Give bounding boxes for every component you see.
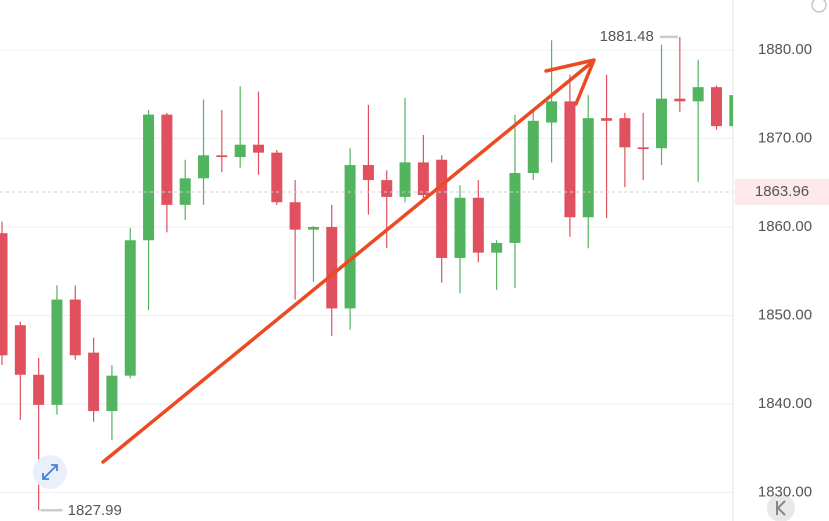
- y-tick-label: 1840.00: [758, 395, 812, 412]
- max-marker-label: 1881.48: [600, 28, 654, 45]
- candles: [0, 36, 733, 511]
- candle-body: [198, 155, 210, 179]
- candle-body: [656, 98, 668, 149]
- arrow-head: [544, 58, 596, 106]
- expand-icon: [42, 464, 58, 480]
- candle-body: [216, 155, 228, 158]
- candle-body: [234, 144, 246, 158]
- overlay: 1863.96 1881.48 1827.99: [0, 28, 829, 519]
- kline-button-bg: [767, 494, 795, 521]
- candle-body: [33, 374, 45, 405]
- kline-button[interactable]: [767, 494, 795, 521]
- candle-body: [472, 197, 484, 253]
- candle-body: [582, 118, 594, 218]
- y-tick-label: 1830.00: [758, 483, 812, 500]
- settings-icon: [811, 0, 827, 13]
- candle-body: [51, 299, 63, 405]
- candle-body: [252, 144, 264, 153]
- candle-body: [307, 226, 319, 230]
- y-tick-label: 1850.00: [758, 306, 812, 323]
- candle-body: [88, 352, 100, 412]
- candle-body: [399, 162, 411, 197]
- candle-body: [271, 152, 283, 203]
- candle-body: [491, 242, 503, 253]
- candle-body: [106, 375, 118, 412]
- min-marker-label: 1827.99: [68, 502, 122, 519]
- candle-body: [436, 159, 448, 258]
- candle-body: [509, 173, 521, 243]
- candle-body: [637, 147, 649, 150]
- trend-arrow: [101, 58, 596, 464]
- candle-body: [289, 202, 301, 230]
- candle-body: [69, 299, 81, 356]
- last-price-label: 1863.96: [755, 183, 809, 200]
- kline-icon: [776, 500, 786, 516]
- candle-body: [546, 101, 558, 123]
- y-tick-label: 1860.00: [758, 218, 812, 235]
- candle-body: [601, 118, 613, 121]
- candle-body: [0, 233, 8, 356]
- candle-body: [692, 87, 704, 102]
- y-tick-label: 1880.00: [758, 41, 812, 58]
- candle-body: [564, 101, 576, 218]
- y-tick-label: 1870.00: [758, 129, 812, 146]
- candle-body: [124, 240, 136, 376]
- candle-body: [14, 325, 26, 375]
- candle-body: [362, 165, 374, 181]
- candle-body: [619, 118, 631, 148]
- candle-body: [179, 178, 191, 205]
- grid-layer: [0, 49, 733, 493]
- last-price-bg: [735, 178, 829, 205]
- candle-body: [454, 197, 466, 258]
- candle-body: [674, 98, 686, 102]
- candle-body: [326, 226, 338, 309]
- candle-body: [527, 120, 539, 174]
- candle-body: [344, 165, 356, 309]
- candle-body: [161, 114, 173, 205]
- settings-button[interactable]: [811, 0, 827, 13]
- candle-body: [729, 95, 733, 127]
- candle-body: [417, 162, 429, 196]
- arrow-shaft: [101, 61, 593, 464]
- expand-button[interactable]: [33, 455, 67, 489]
- candle-body: [710, 87, 722, 127]
- candle-body: [381, 180, 393, 197]
- candle-body: [143, 114, 155, 241]
